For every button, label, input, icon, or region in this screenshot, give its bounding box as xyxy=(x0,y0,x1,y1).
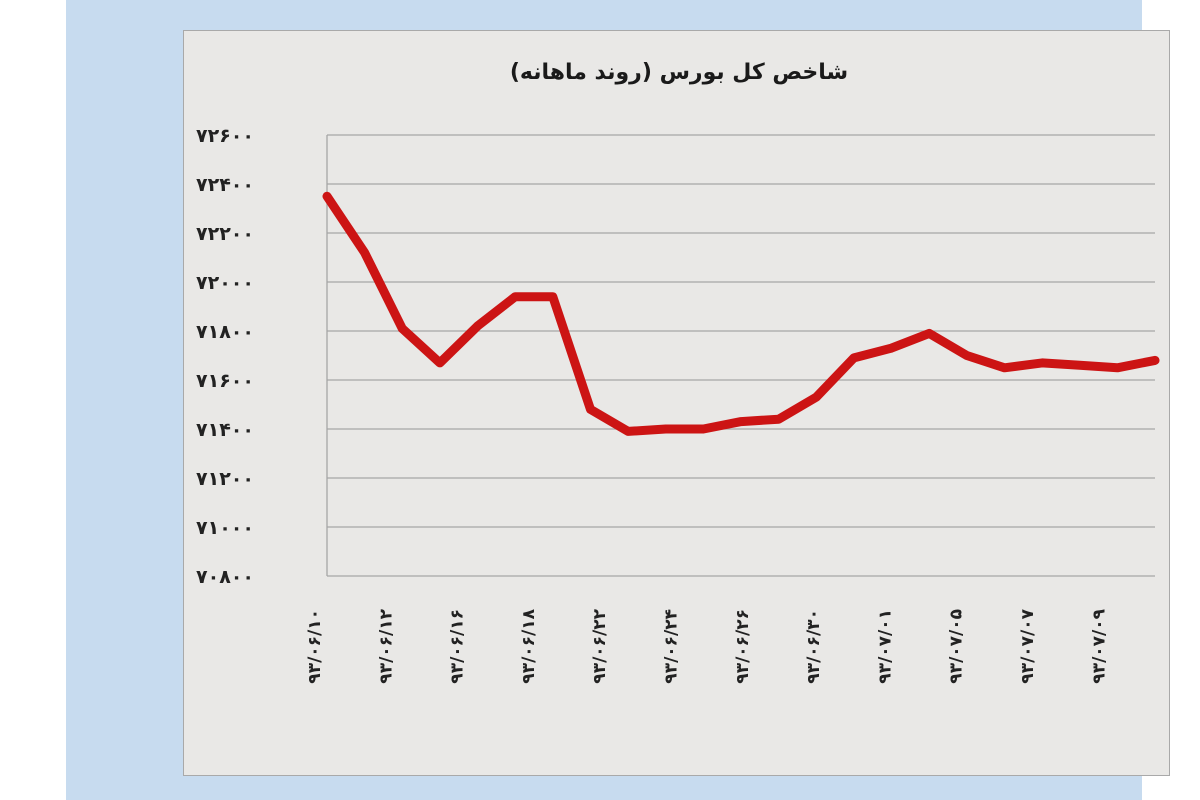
x-tick-label: ۹۳/۰۶/۲۶ xyxy=(733,609,753,684)
x-tick-label: ۹۳/۰۷/۰۵ xyxy=(947,609,967,684)
x-tick-label: ۹۳/۰۶/۲۲ xyxy=(590,608,610,683)
line-chart: شاخص کل بورس (روند ماهانه) ۷۲۶۰۰ ۷۲۴۰۰ ۷۲۲… xyxy=(196,60,1160,684)
y-tick-label: ۷۱۰۰۰ xyxy=(196,517,254,539)
y-tick-label: ۷۱۸۰۰ xyxy=(196,321,254,343)
y-tick-label: ۷۲۰۰۰ xyxy=(196,272,254,294)
x-tick-label: ۹۳/۰۶/۳۰ xyxy=(804,609,824,684)
y-tick-label: ۷۲۶۰۰ xyxy=(196,125,254,147)
x-tick-label: ۹۳/۰۷/۰۹ xyxy=(1089,608,1109,683)
x-tick-label: ۹۳/۰۷/۰۱ xyxy=(875,609,895,684)
x-tick-label: ۹۳/۰۶/۲۴ xyxy=(662,609,682,684)
x-tick-label: ۹۳/۰۶/۱۶ xyxy=(448,609,468,684)
y-tick-label: ۷۰۸۰۰ xyxy=(196,566,254,588)
y-tick-label: ۷۱۴۰۰ xyxy=(196,419,254,441)
y-tick-label: ۷۲۴۰۰ xyxy=(196,174,254,196)
x-tick-label: ۹۳/۰۶/۱۸ xyxy=(519,608,539,683)
x-tick-label: ۹۳/۰۶/۱۰ xyxy=(305,609,325,684)
y-tick-label: ۷۱۲۰۰ xyxy=(196,468,254,490)
x-tick-label: ۹۳/۰۷/۰۷ xyxy=(1018,608,1038,683)
page-frame: شاخص کل بورس (روند ماهانه) ۷۲۶۰۰ ۷۲۴۰۰ ۷۲۲… xyxy=(66,0,1170,800)
chart-title: شاخص کل بورس (روند ماهانه) xyxy=(510,60,848,85)
y-tick-label: ۷۲۲۰۰ xyxy=(196,223,254,245)
x-tick-label: ۹۳/۰۶/۱۲ xyxy=(376,608,396,683)
chart-panel: شاخص کل بورس (روند ماهانه) ۷۲۶۰۰ ۷۲۴۰۰ ۷۲۲… xyxy=(183,30,1170,776)
y-tick-label: ۷۱۶۰۰ xyxy=(196,370,254,392)
index-series-line xyxy=(322,191,1160,436)
